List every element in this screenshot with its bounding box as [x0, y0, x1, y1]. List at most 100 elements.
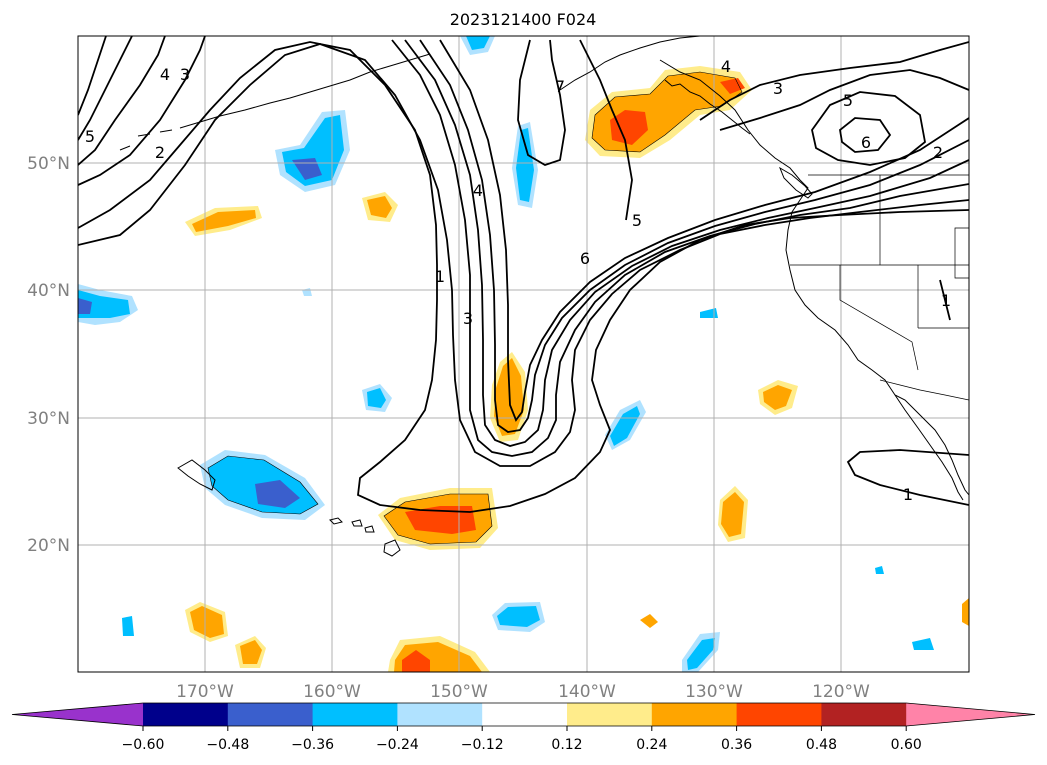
contour-line — [78, 43, 969, 467]
colorbar-tick-label: 0.12 — [551, 737, 582, 753]
contour-line — [78, 36, 133, 141]
gridlines — [78, 36, 969, 672]
positive-anomaly-region — [240, 640, 262, 664]
colorbar: −0.60 −0.48 −0.36 −0.24 −0.12 0.12 0.24 0.36 0.4… — [11, 702, 1036, 753]
alaska-coastline — [559, 36, 701, 91]
contour-label: 5 — [85, 127, 95, 146]
anomaly-shading — [78, 36, 969, 672]
colorbar-segment — [567, 703, 653, 726]
positive-anomaly-region — [192, 210, 256, 232]
contour-line — [517, 39, 566, 166]
positive-anomaly-region — [190, 606, 224, 638]
lat-label-30n: 30°N — [27, 409, 70, 429]
contour-line — [939, 279, 951, 321]
colorbar-segment — [482, 703, 568, 726]
colorbar-segment — [227, 703, 314, 726]
plot-title: 2023121400 F024 — [450, 10, 597, 29]
contour-labels: 5 4 3 2 7 4 1 3 6 5 4 3 5 6 2 1 1 — [85, 57, 951, 504]
colorbar-tick-label: −0.60 — [122, 737, 165, 753]
positive-anomaly-region — [405, 506, 476, 534]
positive-anomaly-region — [962, 598, 969, 626]
north-america-coastline — [659, 59, 969, 496]
positive-anomaly-region — [721, 492, 744, 537]
colorbar-tick-label: −0.12 — [461, 737, 504, 753]
colorbar-tick-label: 0.36 — [721, 737, 752, 753]
political-borders — [790, 174, 969, 401]
negative-anomaly-region — [497, 606, 540, 627]
map-panel: 5 4 3 2 7 4 1 3 6 5 4 3 5 6 2 1 1 — [78, 36, 969, 672]
contour-line — [391, 39, 969, 457]
island — [177, 459, 216, 491]
contour-label: 6 — [861, 133, 871, 152]
map-frame — [77, 35, 970, 673]
lat-label-40n: 40°N — [27, 281, 70, 301]
positive-anomaly-region — [640, 614, 658, 628]
contour-label: 2 — [155, 143, 165, 162]
contour-label: 3 — [180, 65, 190, 84]
lon-label-120w: 120°W — [812, 682, 870, 702]
negative-anomaly-region — [516, 128, 534, 202]
positive-anomaly-region — [763, 385, 792, 410]
colorbar-segment — [906, 703, 1035, 726]
colorbar-tick-label: −0.48 — [206, 737, 249, 753]
contour-line — [78, 36, 206, 186]
colorbar-segment — [821, 703, 907, 726]
lon-label-140w: 140°W — [558, 682, 616, 702]
contour-line — [811, 91, 926, 166]
contour-line — [78, 36, 166, 166]
colorbar-tick-label: −0.36 — [291, 737, 334, 753]
contour-label: 5 — [843, 91, 853, 110]
colorbar-segment — [143, 703, 229, 726]
positive-anomaly-region — [610, 110, 648, 145]
contour-label: 1 — [903, 485, 913, 504]
contour-label: 4 — [473, 181, 483, 200]
contour-line — [78, 36, 107, 116]
colorbar-segment — [736, 703, 822, 726]
colorbar-segment — [651, 703, 738, 726]
lat-label-20n: 20°N — [27, 536, 70, 556]
hawaiian-islands — [329, 517, 401, 557]
colorbar-tick-label: 0.60 — [891, 737, 922, 753]
anomaly-outlines — [207, 71, 743, 545]
lat-label-50n: 50°N — [27, 154, 70, 174]
colorbar-tick-label: 0.48 — [806, 737, 837, 753]
negative-anomaly-region — [466, 36, 490, 50]
lon-label-130w: 130°W — [685, 682, 743, 702]
contour-line — [839, 117, 892, 153]
contour-line — [699, 41, 969, 121]
contour-line — [419, 39, 969, 433]
lon-label-150w: 150°W — [430, 682, 488, 702]
colorbar-segment — [397, 703, 483, 726]
contour-label: 4 — [160, 65, 170, 84]
vancouver-island — [778, 166, 813, 199]
positive-anomaly-region — [367, 196, 392, 218]
contour-line — [404, 39, 969, 447]
contour-label: 5 — [632, 211, 642, 230]
negative-anomaly-region — [875, 566, 884, 574]
longitude-labels: 170°W 160°W 150°W 140°W 130°W 120°W — [176, 682, 870, 702]
contour-label: 7 — [555, 77, 565, 96]
contour-label: 1 — [941, 291, 951, 310]
negative-anomaly-region — [255, 480, 300, 508]
contour-label: 6 — [580, 249, 590, 268]
negative-anomaly-region — [78, 290, 130, 318]
contour-label: 1 — [435, 267, 445, 286]
contour-line — [78, 41, 969, 513]
colorbar-segment — [312, 703, 398, 726]
negative-anomaly-region — [122, 616, 134, 636]
contour-line — [579, 39, 633, 221]
positive-anomaly-region — [402, 650, 430, 672]
contour-line — [846, 449, 969, 506]
contour-label: 3 — [463, 309, 473, 328]
contour-label: 3 — [773, 79, 783, 98]
contour-line — [439, 39, 969, 422]
negative-anomaly-region — [367, 388, 386, 408]
contour-lines — [78, 36, 969, 513]
colorbar-tick-label: 0.24 — [636, 737, 667, 753]
lon-label-170w: 170°W — [176, 682, 234, 702]
contour-label: 2 — [933, 143, 943, 162]
colorbar-segment — [12, 703, 143, 726]
contour-label: 4 — [721, 57, 731, 76]
negative-anomaly-region — [687, 638, 715, 670]
latitude-labels: 50°N 40°N 30°N 20°N — [27, 154, 70, 556]
